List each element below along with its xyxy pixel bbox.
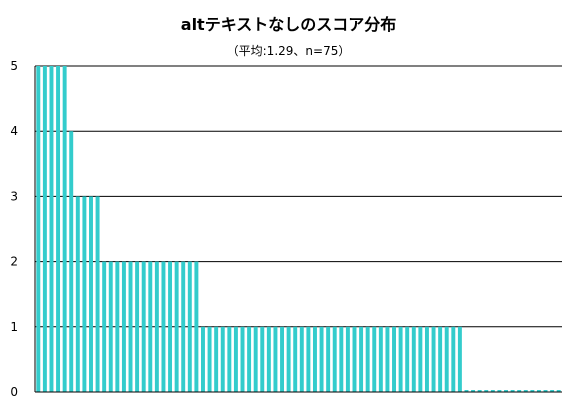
bar xyxy=(56,66,61,392)
bar xyxy=(345,326,350,392)
bar xyxy=(319,326,324,392)
bar xyxy=(543,390,548,392)
bar xyxy=(194,261,199,392)
bar xyxy=(312,326,317,392)
bar xyxy=(69,131,74,392)
bar xyxy=(42,66,47,392)
bar xyxy=(148,261,153,392)
bar xyxy=(108,261,113,392)
bar xyxy=(411,326,416,392)
bar xyxy=(332,326,337,392)
bar xyxy=(214,326,219,392)
y-tick-label: 5 xyxy=(10,59,18,73)
bar xyxy=(504,390,508,392)
bar xyxy=(477,390,482,392)
bar xyxy=(253,326,258,392)
bar xyxy=(141,261,146,392)
bar xyxy=(115,261,120,392)
bar xyxy=(352,326,357,392)
bar xyxy=(240,326,245,392)
bar xyxy=(418,326,423,392)
bar xyxy=(102,261,107,392)
y-tick-label: 4 xyxy=(10,124,18,138)
bar xyxy=(497,390,502,392)
bar xyxy=(181,261,186,392)
bar xyxy=(530,390,535,392)
bar xyxy=(95,196,100,392)
bar xyxy=(266,326,271,392)
bar xyxy=(471,390,476,392)
bar xyxy=(392,326,396,392)
bar xyxy=(556,390,561,392)
bar xyxy=(464,390,469,392)
bar xyxy=(326,326,331,392)
bar xyxy=(286,326,291,392)
bar xyxy=(36,66,41,392)
bar xyxy=(82,196,87,392)
bar xyxy=(280,326,285,392)
bar xyxy=(372,326,377,392)
bar xyxy=(365,326,370,392)
bar xyxy=(484,390,489,392)
bar xyxy=(161,261,166,392)
bar xyxy=(135,261,140,392)
bar xyxy=(385,326,390,392)
bar xyxy=(424,326,429,392)
bar xyxy=(405,326,410,392)
bar xyxy=(207,326,212,392)
y-tick-label: 3 xyxy=(10,189,18,203)
bar xyxy=(260,326,265,392)
bar xyxy=(451,326,456,392)
y-tick-label: 1 xyxy=(10,320,18,334)
bar xyxy=(293,326,298,392)
bar xyxy=(523,390,528,392)
bar xyxy=(398,326,403,392)
bar xyxy=(247,326,252,392)
bar xyxy=(168,261,173,392)
chart-title: altテキストなしのスコア分布 xyxy=(180,15,397,34)
bar xyxy=(431,326,436,392)
bar xyxy=(306,326,311,392)
bar xyxy=(517,390,522,392)
bar xyxy=(75,196,80,392)
bar xyxy=(220,326,225,392)
chart-subtitle: （平均:1.29、n=75） xyxy=(226,44,351,58)
bar xyxy=(174,261,179,392)
bar xyxy=(359,326,364,392)
bar xyxy=(89,196,93,392)
bar xyxy=(457,326,462,392)
bar xyxy=(154,261,159,392)
bar xyxy=(187,261,192,392)
bar xyxy=(536,390,541,392)
bar xyxy=(299,326,304,392)
bar xyxy=(233,326,238,392)
bar xyxy=(339,326,344,392)
bar xyxy=(438,326,443,392)
y-tick-label: 0 xyxy=(10,385,18,399)
y-tick-label: 2 xyxy=(10,255,18,269)
bar xyxy=(273,326,278,392)
bar xyxy=(201,326,205,392)
bar xyxy=(490,390,495,392)
bar xyxy=(121,261,126,392)
bar xyxy=(510,390,515,392)
bar xyxy=(49,66,54,392)
bar xyxy=(378,326,383,392)
bar xyxy=(227,326,232,392)
bar xyxy=(62,66,67,392)
bar xyxy=(550,390,555,392)
bar xyxy=(128,261,133,392)
bar xyxy=(444,326,449,392)
